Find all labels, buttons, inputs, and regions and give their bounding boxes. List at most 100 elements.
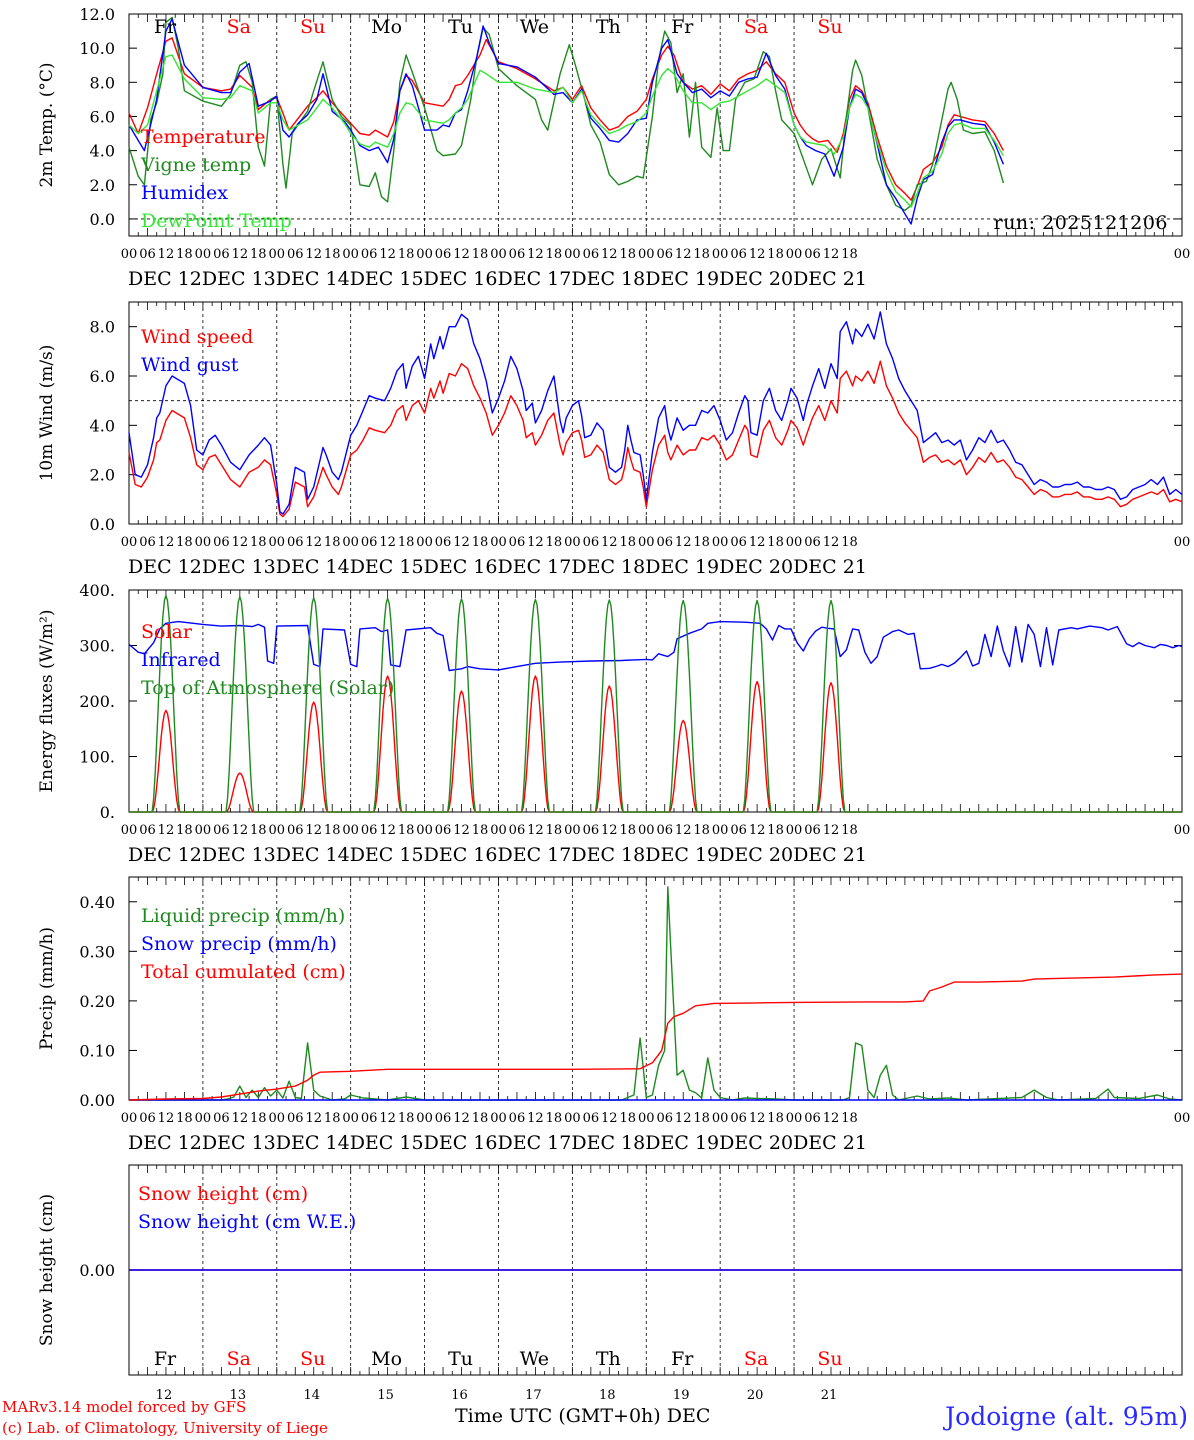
hour-label: 00 xyxy=(564,1111,581,1126)
date-label: DEC 17 xyxy=(497,268,571,290)
hour-label: 06 xyxy=(509,823,526,838)
legend-entry: Total cumulated (cm) xyxy=(141,961,346,983)
legend-entry: Liquid precip (mm/h) xyxy=(141,905,345,927)
hour-label: 00 xyxy=(342,1111,359,1126)
hour-label: 00 xyxy=(1174,823,1191,838)
hour-label: 00 xyxy=(416,535,433,550)
weekday-label: Fr xyxy=(671,1348,694,1370)
hour-label: 00 xyxy=(121,1111,138,1126)
hour-label: 12 xyxy=(823,1111,840,1126)
y-tick-label: 0.20 xyxy=(79,992,115,1011)
hour-label: 00 xyxy=(638,823,655,838)
hour-label: 06 xyxy=(213,247,230,262)
y-tick-label: 400. xyxy=(79,581,115,600)
run-label: run: 2025121206 xyxy=(994,212,1168,234)
hour-label: 18 xyxy=(620,247,637,262)
hour-label: 18 xyxy=(176,1111,193,1126)
date-label: DEC 19 xyxy=(645,268,719,290)
hour-label: 12 xyxy=(823,247,840,262)
hour-label: 18 xyxy=(546,823,563,838)
hour-label: 18 xyxy=(693,247,710,262)
date-label: DEC 12 xyxy=(128,844,202,866)
hour-label: 06 xyxy=(804,1111,821,1126)
series-line-dewpoint-temp xyxy=(128,54,1004,208)
y-tick-label: 2.0 xyxy=(90,176,115,195)
hour-label: 06 xyxy=(509,535,526,550)
weekday-label: We xyxy=(520,1348,549,1370)
date-label: DEC 19 xyxy=(645,1132,719,1154)
x-axis-title-text: Time UTC (GMT+0h) xyxy=(455,1405,661,1427)
series-line-infrared xyxy=(128,620,1183,672)
hour-label: 12 xyxy=(158,535,175,550)
day-number-label: 13 xyxy=(230,1388,247,1403)
hour-label: 06 xyxy=(139,1111,156,1126)
series-line-total-cumulated-cm- xyxy=(128,973,1183,1101)
date-label: DEC 21 xyxy=(793,556,867,578)
hour-label: 00 xyxy=(342,247,359,262)
weekday-label: Su xyxy=(300,16,325,38)
hour-label: 06 xyxy=(730,1111,747,1126)
hour-label: 12 xyxy=(527,247,544,262)
day-number-label: 17 xyxy=(525,1388,542,1403)
y-tick-label: 0.0 xyxy=(90,515,115,534)
date-label: DEC 16 xyxy=(424,268,498,290)
hour-label: 00 xyxy=(712,1111,729,1126)
legend-entry: Vigne temp xyxy=(140,154,251,176)
hour-label: 18 xyxy=(546,1111,563,1126)
y-tick-label: 0.00 xyxy=(79,1091,115,1110)
hour-label: 12 xyxy=(749,823,766,838)
hour-label: 12 xyxy=(232,1111,249,1126)
y-tick-label: 100. xyxy=(79,748,115,767)
hour-label: 18 xyxy=(250,823,267,838)
hour-label: 18 xyxy=(693,535,710,550)
date-label: DEC 21 xyxy=(793,844,867,866)
hour-label: 12 xyxy=(305,823,322,838)
hour-label: 18 xyxy=(472,247,489,262)
hour-label: 18 xyxy=(472,535,489,550)
hour-label: 06 xyxy=(435,1111,452,1126)
hour-label: 00 xyxy=(638,1111,655,1126)
date-label: DEC 14 xyxy=(276,1132,350,1154)
hour-label: 12 xyxy=(453,247,470,262)
date-label: DEC 15 xyxy=(350,844,424,866)
weekday-label: Th xyxy=(596,16,621,38)
hour-label: 18 xyxy=(693,823,710,838)
hour-label: 18 xyxy=(176,535,193,550)
date-label: DEC 20 xyxy=(719,268,793,290)
hour-label: 00 xyxy=(269,247,286,262)
date-label: DEC 12 xyxy=(128,556,202,578)
credit-line-2: (c) Lab. of Climatology, University of L… xyxy=(2,1419,328,1437)
hour-label: 00 xyxy=(786,823,803,838)
hour-label: 06 xyxy=(656,823,673,838)
hour-label: 06 xyxy=(287,823,304,838)
hour-label: 12 xyxy=(823,823,840,838)
weekday-label: Sa xyxy=(744,16,768,38)
hour-label: 18 xyxy=(546,535,563,550)
weekday-label: Tu xyxy=(448,1348,473,1370)
date-label: DEC 17 xyxy=(497,1132,571,1154)
hour-label: 06 xyxy=(139,535,156,550)
hour-label: 06 xyxy=(435,247,452,262)
hour-label: 12 xyxy=(675,823,692,838)
hour-label: 12 xyxy=(453,535,470,550)
y-axis-label: Energy fluxes (W/m²) xyxy=(37,610,57,793)
hour-label: 00 xyxy=(121,535,138,550)
hour-label: 00 xyxy=(416,1111,433,1126)
y-tick-label: 10.0 xyxy=(79,39,115,58)
hour-label: 06 xyxy=(583,1111,600,1126)
hour-label: 06 xyxy=(139,823,156,838)
date-label: DEC 18 xyxy=(571,556,645,578)
hour-label: 12 xyxy=(305,1111,322,1126)
weekday-label: Fr xyxy=(154,1348,177,1370)
date-label: DEC 16 xyxy=(424,844,498,866)
hour-label: 06 xyxy=(509,247,526,262)
legend-entry: Wind speed xyxy=(141,326,253,348)
hour-label: 12 xyxy=(379,535,396,550)
y-tick-label: 8.0 xyxy=(90,73,115,92)
hour-label: 00 xyxy=(712,247,729,262)
panel-energy xyxy=(128,589,1183,813)
hour-label: 12 xyxy=(158,1111,175,1126)
y-tick-label: 300. xyxy=(79,637,115,656)
hour-label: 06 xyxy=(287,535,304,550)
hour-label: 18 xyxy=(620,535,637,550)
